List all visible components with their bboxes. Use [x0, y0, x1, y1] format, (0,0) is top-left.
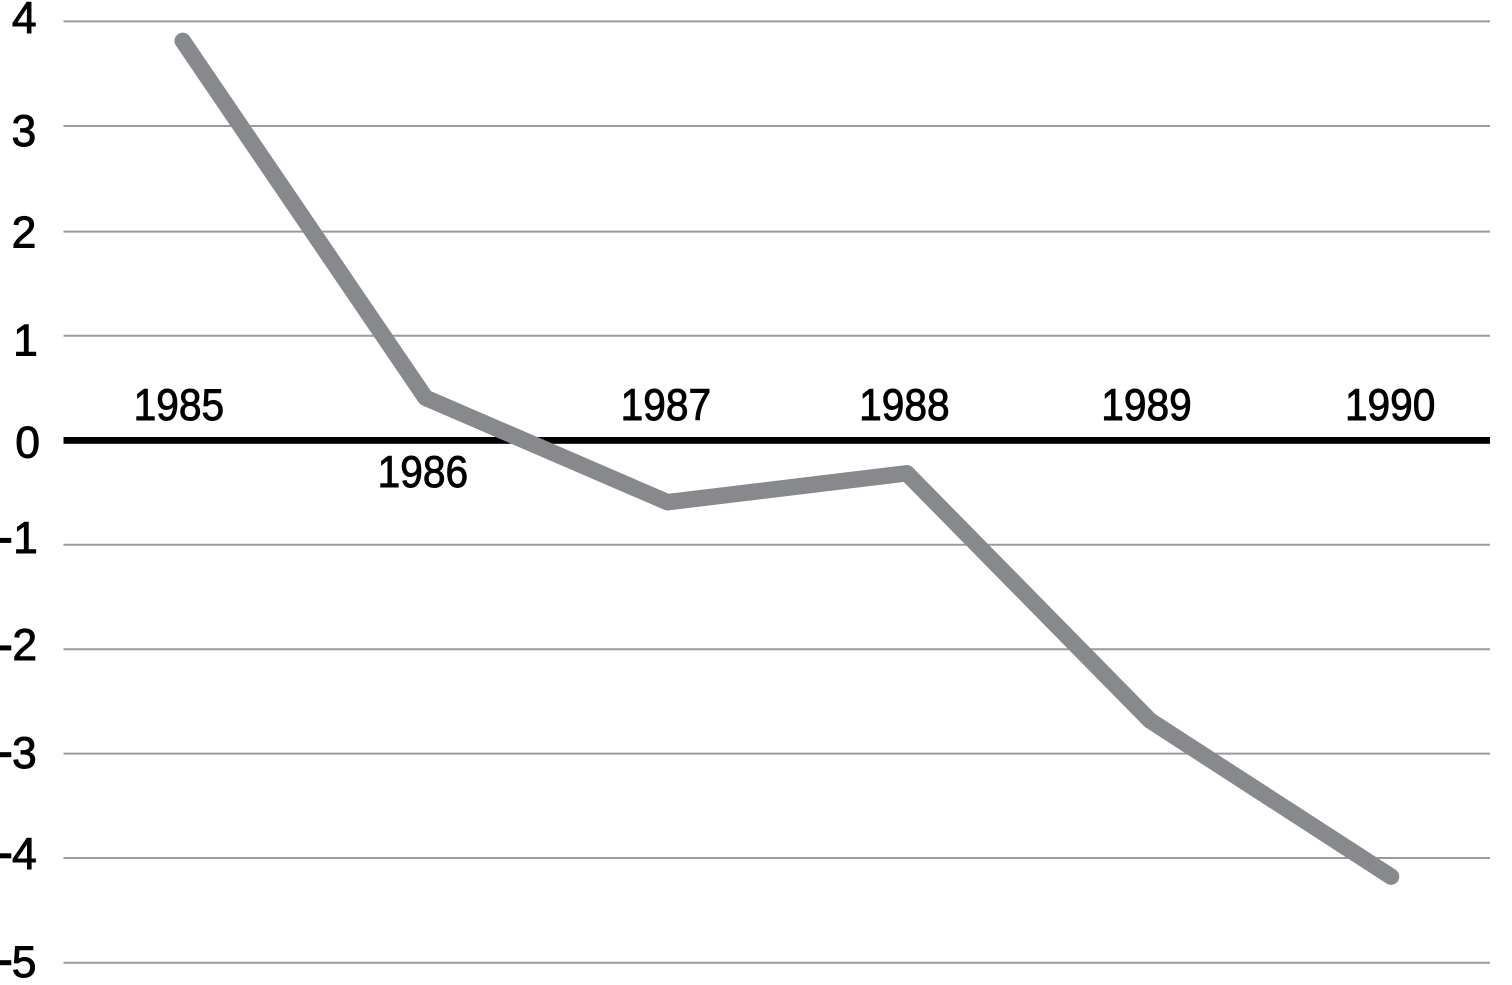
svg-text:3: 3 — [12, 107, 37, 156]
svg-text:2: 2 — [12, 621, 37, 670]
svg-text:1: 1 — [13, 514, 38, 563]
svg-text:1990: 1990 — [1345, 381, 1436, 430]
svg-text:2: 2 — [12, 208, 37, 257]
svg-text:1988: 1988 — [859, 381, 950, 430]
svg-text:4: 4 — [12, 0, 37, 43]
svg-text:3: 3 — [12, 729, 37, 778]
svg-text:1985: 1985 — [134, 381, 225, 430]
svg-text:1987: 1987 — [621, 381, 712, 430]
svg-text:0: 0 — [15, 418, 40, 467]
svg-text:1989: 1989 — [1101, 381, 1192, 430]
svg-text:5: 5 — [12, 938, 37, 985]
svg-text:1986: 1986 — [378, 448, 469, 497]
svg-text:1: 1 — [13, 316, 38, 365]
svg-text:4: 4 — [12, 830, 37, 879]
